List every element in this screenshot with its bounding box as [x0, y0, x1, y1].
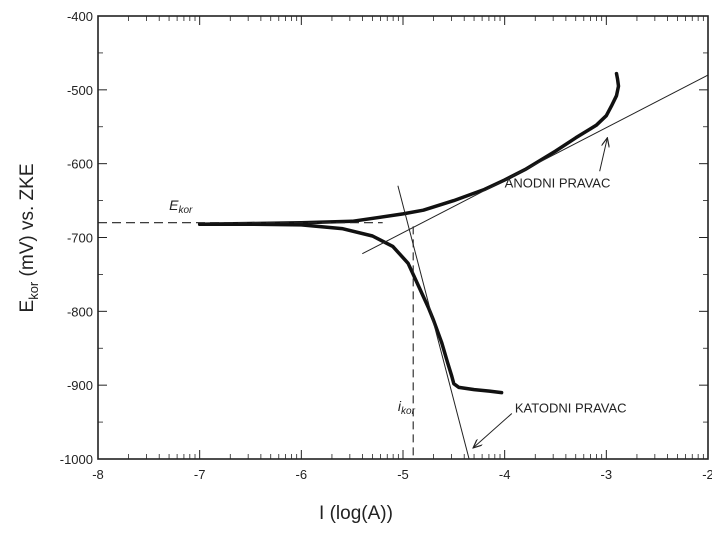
chart-lines — [98, 71, 709, 460]
anodic-branch-line — [197, 71, 621, 226]
x-tick-label: -5 — [397, 467, 409, 482]
anodic-tafel-line-line — [362, 74, 709, 255]
cathodic-branch-line — [197, 222, 504, 395]
x-tick-label: -6 — [296, 467, 308, 482]
chart-annotations: Ekor ikor ANODNI PRAVAC KATODNI PRAVAC — [169, 138, 627, 448]
y-tick-label: -400 — [67, 9, 93, 24]
katodni-pravac-label: KATODNI PRAVAC — [515, 400, 627, 415]
ecor-label: Ekor — [169, 197, 193, 216]
axis-ticks — [97, 15, 709, 460]
y-axis-title: Ekor (mV) vs. ZKE — [17, 164, 41, 313]
y-tick-label: -800 — [67, 304, 93, 319]
icor-label: ikor — [398, 398, 416, 417]
cathodic-tafel-line-line — [397, 185, 470, 460]
x-axis-title: I (log(A)) — [319, 503, 393, 524]
x-tick-labels: -8 -7 -6 -5 -4 -3 -2 — [92, 467, 712, 482]
x-tick-label: -7 — [194, 467, 206, 482]
katodni-arrow — [473, 413, 513, 447]
x-tick-label: -4 — [499, 467, 511, 482]
x-tick-label: -3 — [601, 467, 613, 482]
y-tick-label: -700 — [67, 231, 93, 246]
y-tick-label: -600 — [67, 157, 93, 172]
y-tick-label: -900 — [67, 378, 93, 393]
y-tick-labels: -400 -500 -600 -700 -800 -900 -1000 — [60, 9, 93, 467]
anodni-arrow — [599, 138, 608, 172]
y-tick-label: -1000 — [60, 452, 93, 467]
x-tick-label: -8 — [92, 467, 104, 482]
anodni-pravac-label: ANODNI PRAVAC — [505, 175, 611, 190]
x-tick-label: -2 — [702, 467, 712, 482]
y-tick-label: -500 — [67, 83, 93, 98]
